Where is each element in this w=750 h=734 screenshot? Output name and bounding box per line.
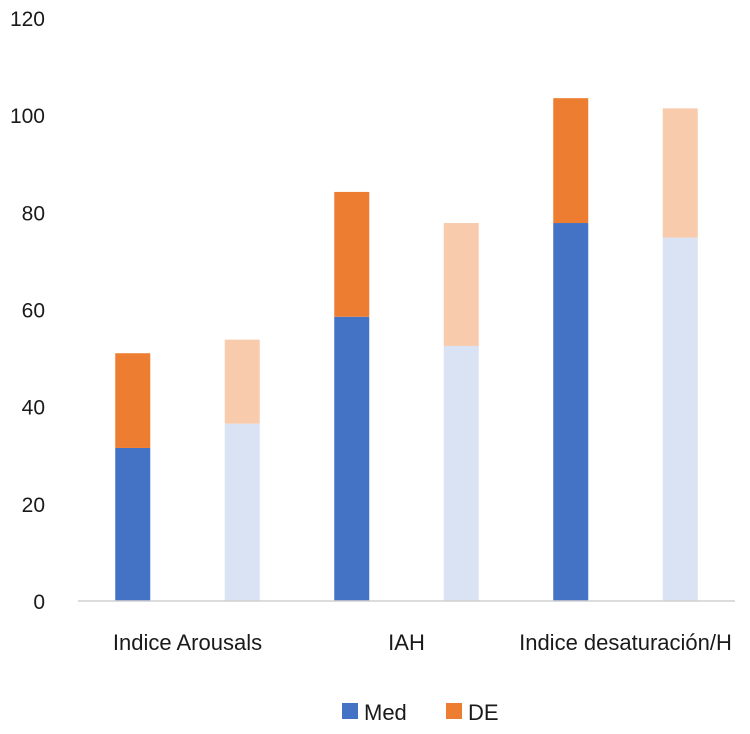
y-tick-label: 80 <box>22 202 45 225</box>
legend-label-de: DE <box>468 700 499 725</box>
bar-segment-de <box>662 108 698 238</box>
y-tick-label: 60 <box>22 300 45 323</box>
bar-segment-med <box>553 223 589 601</box>
legend: Med DE <box>342 700 499 725</box>
x-axis-categories: Indice Arousals IAH Indice desaturación/H <box>113 630 732 655</box>
y-tick-label: 40 <box>22 397 45 420</box>
bar-segment-med <box>662 237 698 601</box>
bar-segment-de <box>115 353 151 448</box>
bar-segment-de <box>553 98 589 224</box>
x-category-label: Indice Arousals <box>113 630 262 655</box>
bar-segment-med <box>334 316 370 601</box>
legend-swatch-med <box>342 703 358 719</box>
x-category-label: Indice desaturación/H <box>519 630 732 655</box>
legend-label-med: Med <box>364 700 407 725</box>
y-tick-label: 0 <box>33 591 45 614</box>
bar-segment-de <box>334 191 370 317</box>
y-tick-label: 100 <box>10 105 45 128</box>
y-axis-ticks: 0 20 40 60 80 100 120 <box>10 8 45 614</box>
bar-segment-de <box>224 339 260 424</box>
y-tick-label: 20 <box>22 494 45 517</box>
y-tick-label: 120 <box>10 8 45 31</box>
x-category-label: IAH <box>388 630 425 655</box>
bar-segment-med <box>224 423 260 601</box>
bars <box>115 98 698 601</box>
bar-segment-med <box>443 345 479 601</box>
bar-segment-med <box>115 447 151 601</box>
legend-swatch-de <box>446 703 462 719</box>
bar-segment-de <box>443 223 479 346</box>
